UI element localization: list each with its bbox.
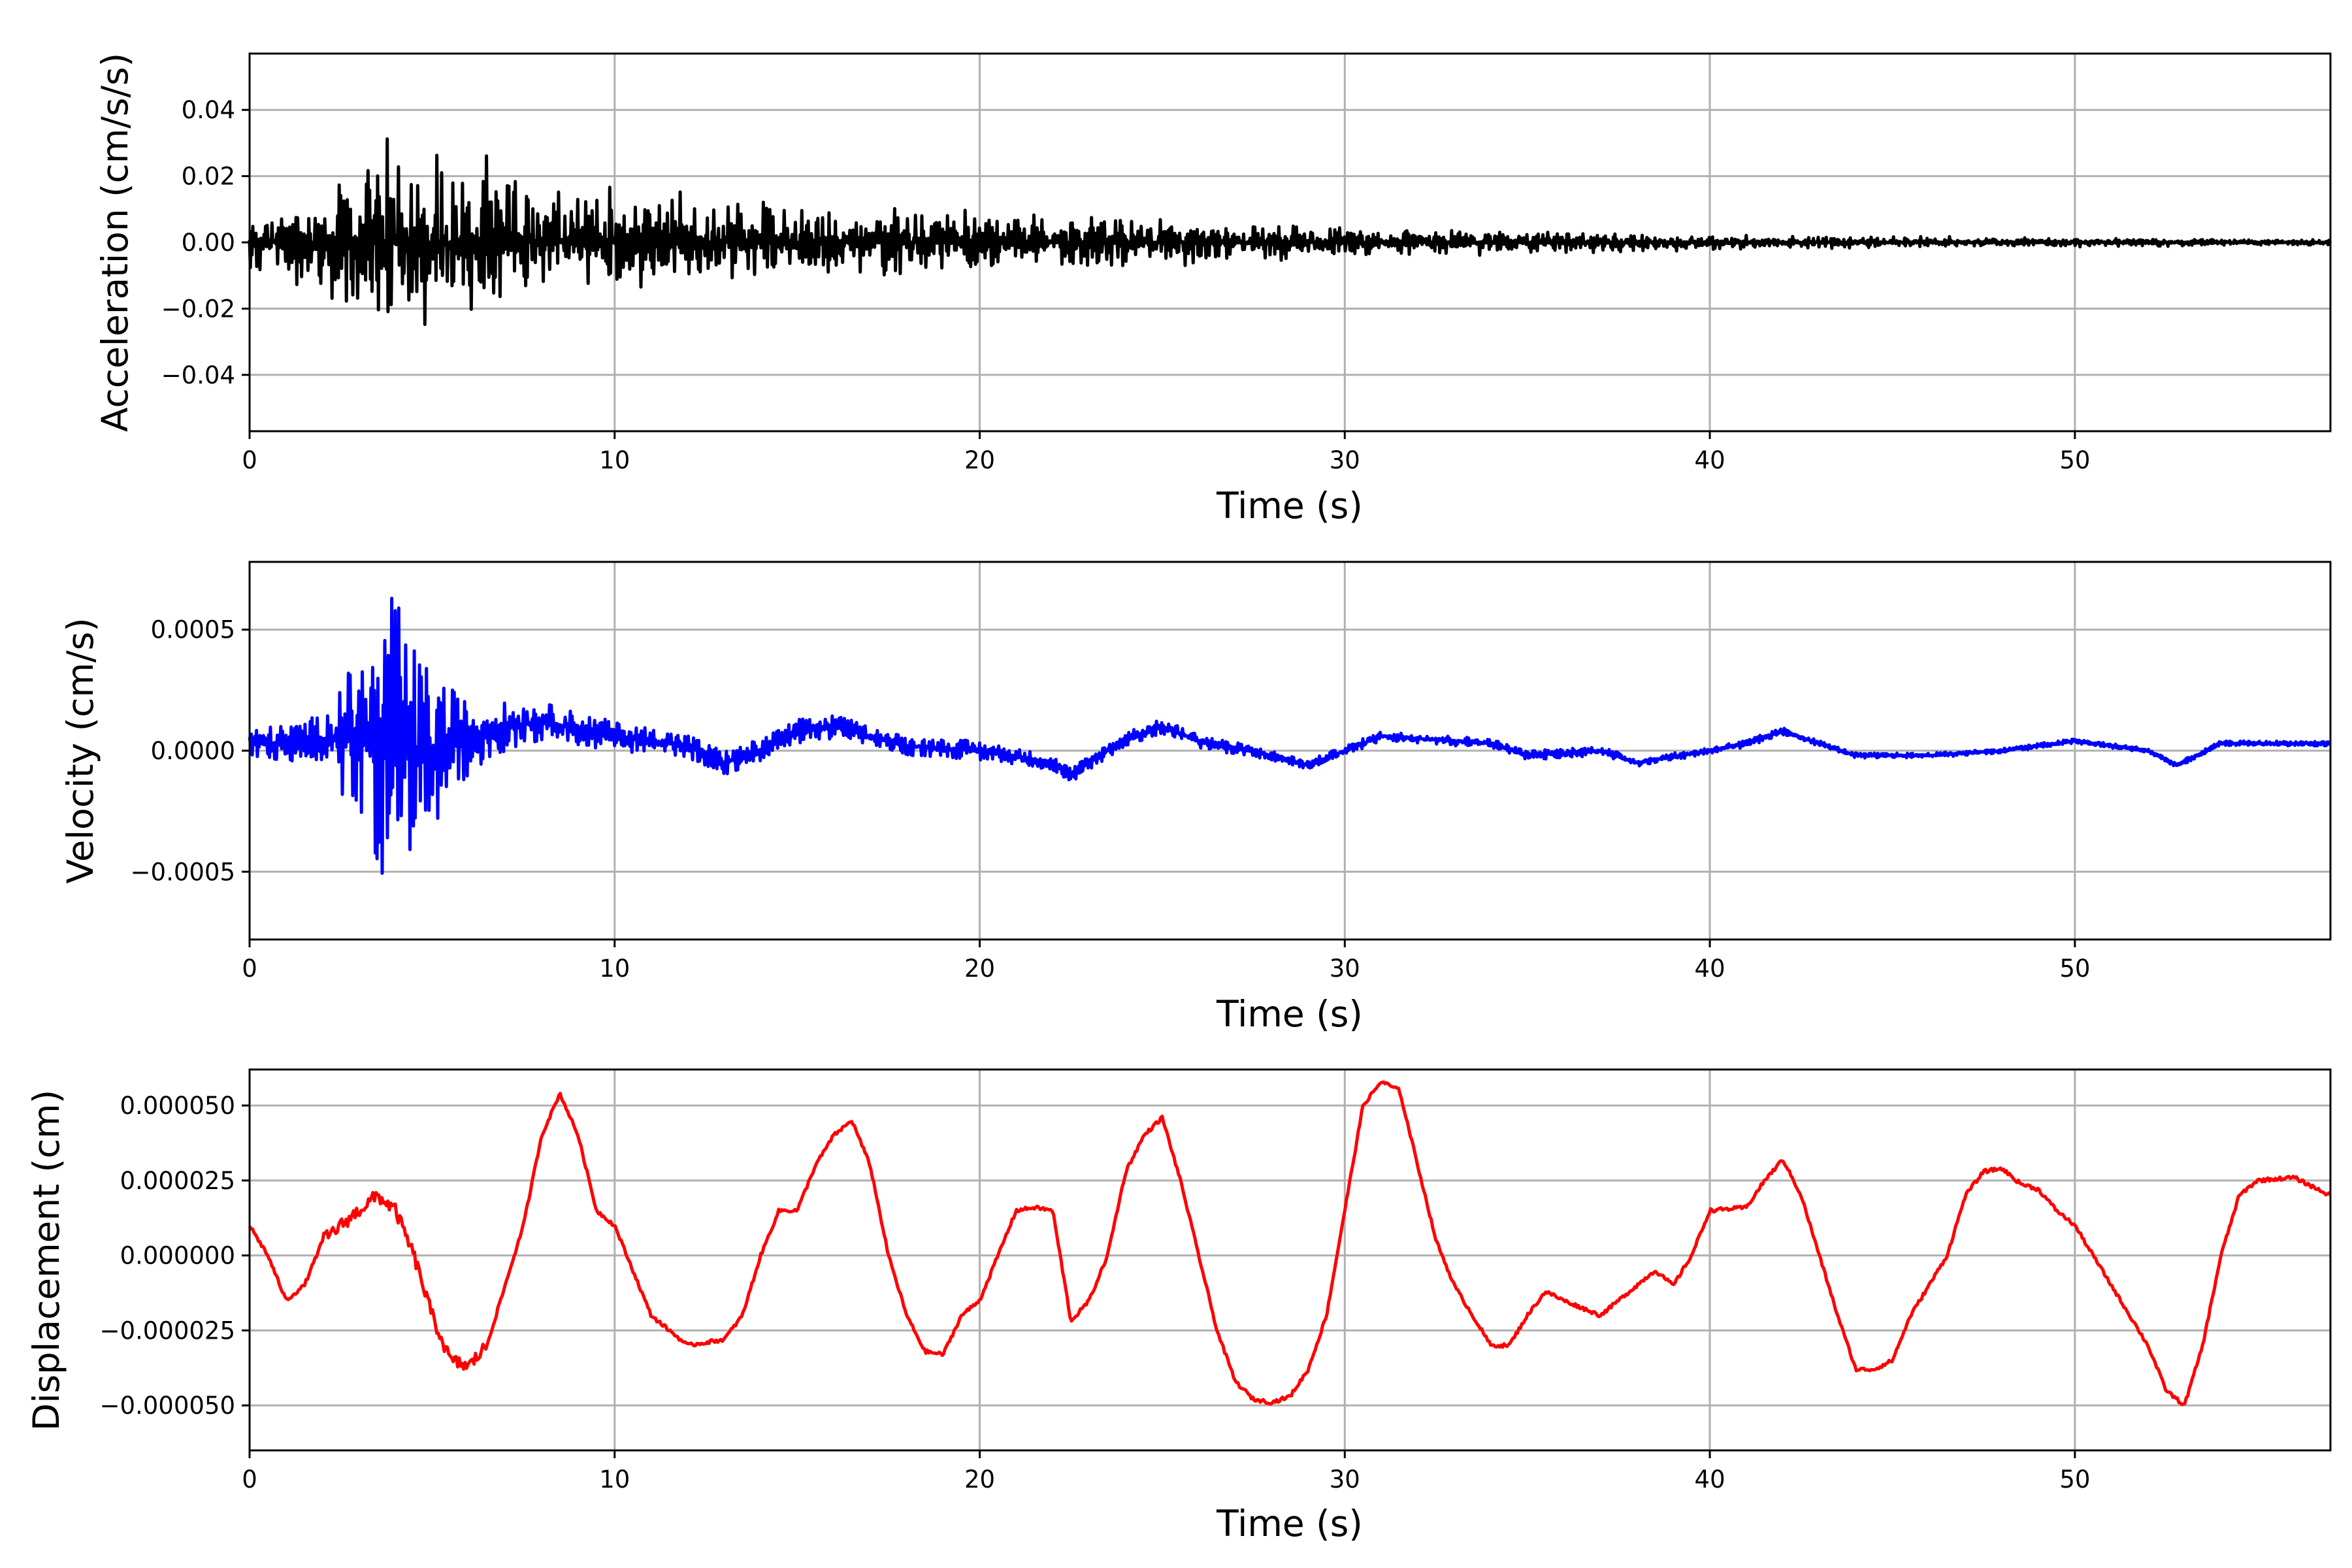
displacement-xtick-label: 0 <box>242 1465 257 1494</box>
displacement-xtick-label: 50 <box>2059 1465 2090 1494</box>
acceleration-ytick-label: 0.04 <box>182 96 235 124</box>
velocity-xlabel: Time (s) <box>1216 993 1363 1035</box>
velocity-xtick-label: 20 <box>964 955 995 983</box>
velocity-xtick-label: 0 <box>242 955 257 983</box>
displacement-xlabel: Time (s) <box>1216 1503 1363 1544</box>
displacement-xtick-label: 30 <box>1330 1465 1360 1494</box>
displacement-xtick-label: 10 <box>599 1465 630 1494</box>
acceleration-xtick-label: 50 <box>2059 446 2090 474</box>
acceleration-series <box>248 137 2332 327</box>
displacement-ylabel: Displacement (cm) <box>25 1090 67 1431</box>
displacement-ytick-label: 0.000000 <box>120 1242 235 1270</box>
acceleration-ticks: 0 10 20 30 40 50 −0.04 −0.02 0.00 0.02 0.04 <box>161 96 2091 474</box>
acceleration-ytick-label: −0.02 <box>161 295 235 323</box>
velocity-xtick-label: 10 <box>599 955 630 983</box>
displacement-series-line <box>248 1080 2332 1407</box>
velocity-xtick-label: 50 <box>2059 955 2090 983</box>
acceleration-panel: 0 10 20 30 40 50 −0.04 −0.02 0.00 0.02 0.04 Time (… <box>94 52 2332 527</box>
acceleration-xtick-label: 10 <box>599 446 630 474</box>
velocity-series <box>248 596 2332 875</box>
velocity-xtick-label: 30 <box>1330 955 1360 983</box>
velocity-grid <box>248 562 2330 939</box>
displacement-ytick-label: −0.000050 <box>99 1392 235 1420</box>
displacement-grid <box>248 1070 2330 1450</box>
velocity-ytick-label: 0.0005 <box>151 616 235 644</box>
velocity-series-line <box>248 596 2332 875</box>
displacement-ytick-label: 0.000050 <box>120 1092 235 1120</box>
velocity-ticks: 0 10 20 30 40 50 −0.0005 0.0000 0.0005 <box>131 616 2091 983</box>
velocity-panel: 0 10 20 30 40 50−0.00050.00000.0005 Time (s) … <box>59 561 2332 1035</box>
displacement-ytick-label: 0.000025 <box>120 1167 235 1195</box>
acceleration-xlabel: Time (s) <box>1216 485 1363 527</box>
acceleration-ytick-label: −0.04 <box>161 361 235 389</box>
acceleration-xtick-label: 30 <box>1330 446 1360 474</box>
displacement-panel: 0 10 20 30 40 50 −0.000050 −0.000025 0.000000 0.0… <box>25 1068 2332 1544</box>
displacement-ytick-label: −0.000025 <box>99 1316 235 1345</box>
acceleration-xtick-label: 40 <box>1695 446 1725 474</box>
displacement-series <box>248 1080 2332 1407</box>
displacement-xtick-label: 20 <box>964 1465 995 1494</box>
acceleration-ytick-label: 0.00 <box>182 229 235 257</box>
velocity-ytick-label: −0.0005 <box>131 858 235 886</box>
acceleration-xtick-label: 20 <box>964 446 995 474</box>
velocity-ytick-label: 0.0000 <box>151 737 235 765</box>
displacement-ticks: 0 10 20 30 40 50 −0.000050 −0.000025 0.000000 0.0… <box>99 1092 2090 1494</box>
velocity-xtick-label: 40 <box>1695 955 1725 983</box>
velocity-ylabel: Velocity (cm/s) <box>59 617 101 883</box>
acceleration-series-line <box>248 137 2332 327</box>
displacement-axes-frame <box>248 1068 2332 1452</box>
acceleration-xtick-label: 0 <box>242 446 257 474</box>
acceleration-ytick-label: 0.02 <box>182 163 235 191</box>
acceleration-ylabel: Acceleration (cm/s/s) <box>94 53 136 432</box>
displacement-xtick-label: 40 <box>1695 1465 1725 1494</box>
